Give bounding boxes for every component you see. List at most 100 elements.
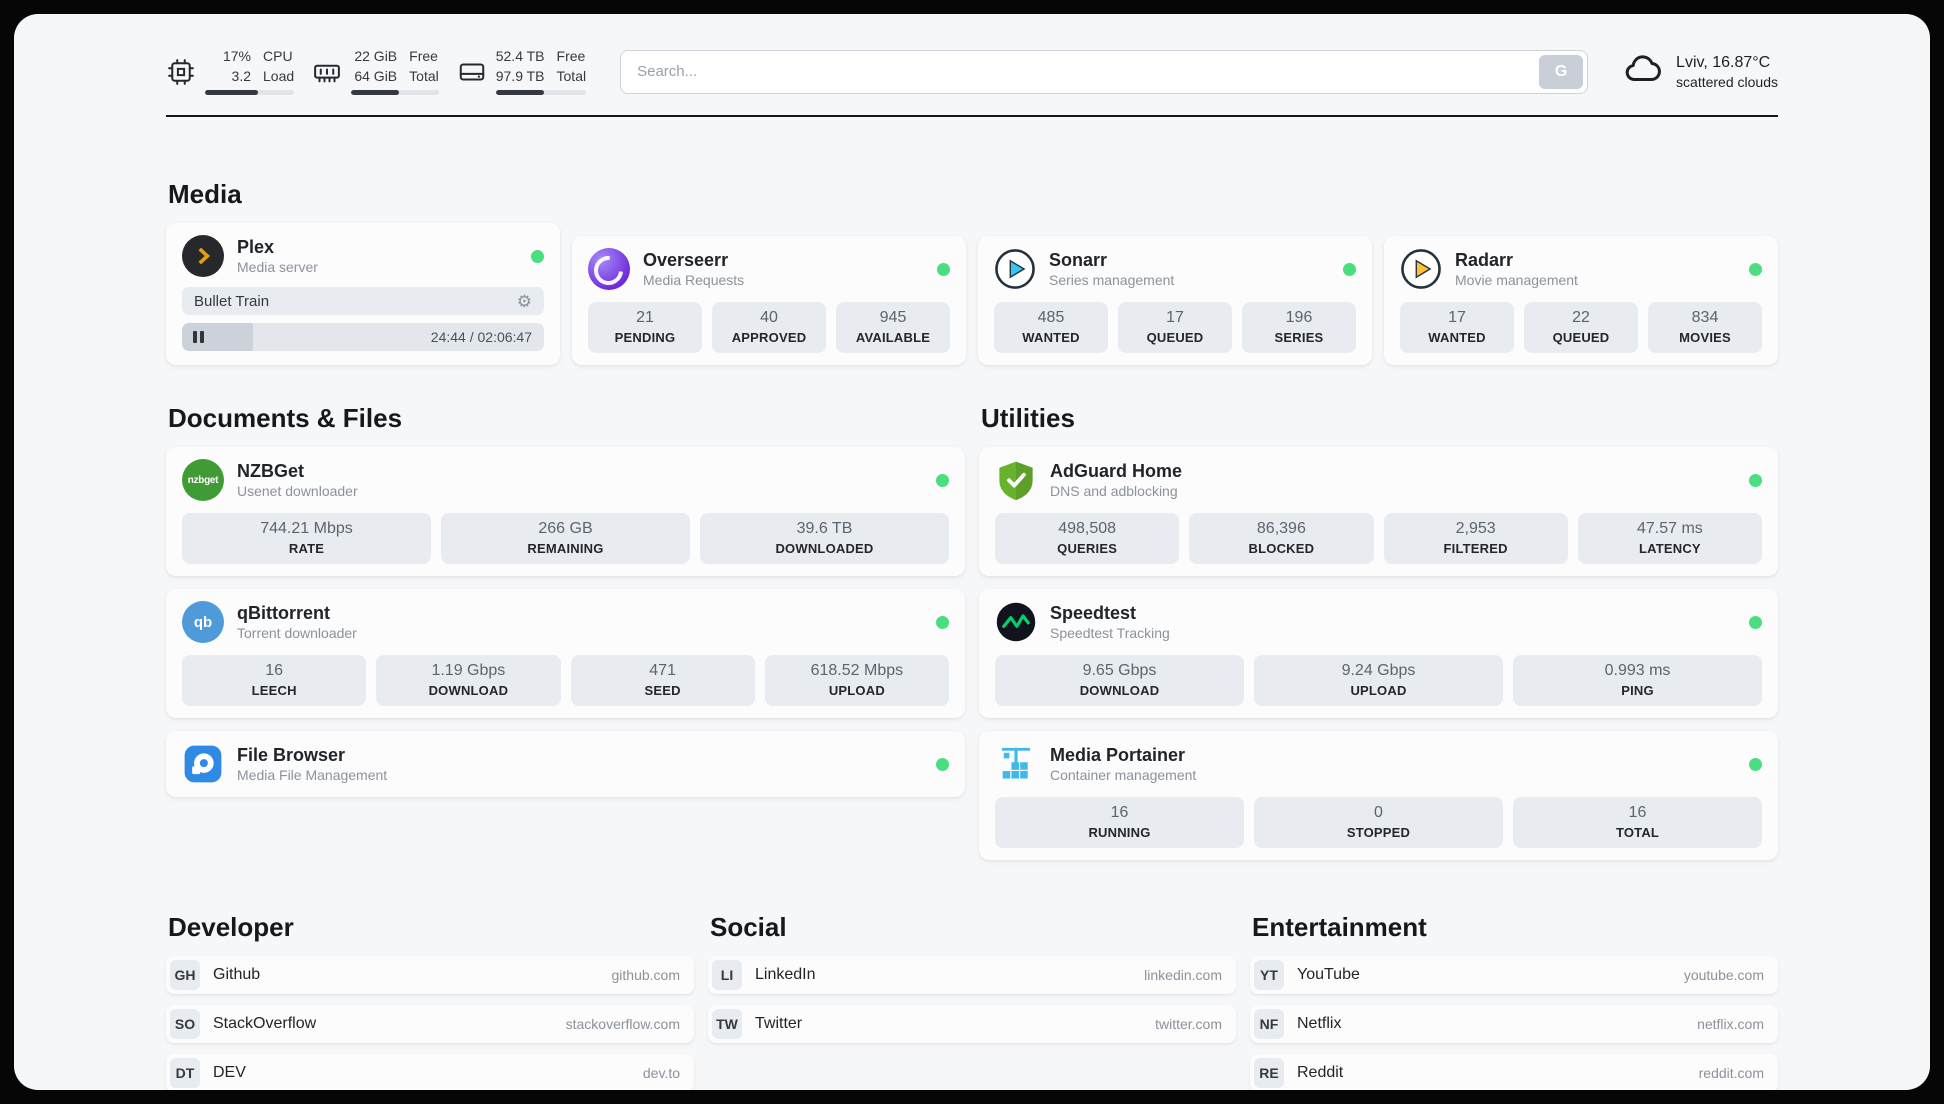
section-title-utilities: Utilities — [981, 403, 1075, 433]
bookmark-url: reddit.com — [1698, 1065, 1764, 1081]
disk-free-label: Free — [556, 48, 586, 64]
disk-stat: 52.4 TB 97.9 TB Free Total — [457, 48, 587, 95]
stat-label: RATE — [288, 541, 325, 556]
ram-total-label: Total — [409, 67, 439, 84]
bookmark-url: youtube.com — [1683, 967, 1764, 983]
cpu-label: CPU — [263, 48, 293, 64]
stat-tile: 9.65 Gbps DOWNLOAD — [995, 655, 1244, 706]
stat-tile: 22 QUEUED — [1524, 302, 1638, 353]
status-dot — [1343, 262, 1356, 276]
stat-label: WANTED — [1022, 330, 1080, 345]
stat-label: TOTAL — [1615, 825, 1660, 840]
disk-usage-bar — [495, 90, 587, 95]
overseerr-card[interactable]: Overseerr Media Requests 21 PENDING 40 A… — [572, 236, 966, 365]
bookmark-stackoverflow[interactable]: SO StackOverflow stackoverflow.com — [166, 1005, 694, 1043]
hard-drive-icon — [457, 57, 487, 87]
stat-label: DOWNLOAD — [1079, 683, 1160, 698]
stat-tile: 2,953 FILTERED — [1383, 513, 1568, 564]
stat-value: 471 — [649, 662, 676, 679]
bookmark-name: StackOverflow — [213, 1015, 317, 1032]
weather-condition: scattered clouds — [1676, 73, 1778, 90]
stat-tile: 485 WANTED — [994, 302, 1108, 353]
bookmark-reddit[interactable]: RE Reddit reddit.com — [1250, 1054, 1778, 1090]
status-dot — [531, 249, 544, 263]
pause-icon[interactable] — [193, 331, 204, 343]
system-stats: 17% 3.2 CPU Load — [166, 48, 587, 95]
status-dot — [936, 757, 949, 771]
stat-label: FILTERED — [1443, 541, 1508, 556]
qbittorrent-card[interactable]: qb qBittorrent Torrent downloader 16 LEE… — [166, 589, 965, 718]
bookmark-abbr: DT — [170, 1058, 200, 1088]
bookmark-dev[interactable]: DT DEV dev.to — [166, 1054, 694, 1090]
bookmark-netflix[interactable]: NF Netflix netflix.com — [1250, 1005, 1778, 1043]
stat-tile: 0.993 ms PING — [1513, 655, 1762, 706]
weather-widget[interactable]: Lviv, 16.87°C scattered clouds — [1622, 48, 1778, 95]
stat-value: 834 — [1691, 309, 1719, 326]
cloud-icon — [1622, 48, 1664, 95]
status-dot — [1749, 757, 1762, 771]
ram-total-value: 64 GiB — [354, 67, 398, 84]
radarr-card[interactable]: Radarr Movie management 17 WANTED 22 QUE… — [1384, 236, 1778, 365]
search-engine-button[interactable]: G — [1539, 54, 1584, 89]
plex-card[interactable]: Plex Media server Bullet Train ⚙ 24:44 /… — [166, 223, 560, 365]
stat-tile: 471 SEED — [570, 655, 755, 706]
entertainment-section: Entertainment YT YouTube youtube.com NF … — [1250, 912, 1778, 1090]
stat-value: 0.993 ms — [1604, 662, 1671, 679]
bookmark-twitter[interactable]: TW Twitter twitter.com — [708, 1005, 1236, 1043]
stat-label: SEED — [644, 683, 681, 698]
cpu-load-label: Load — [263, 67, 295, 84]
section-title-media: Media — [168, 179, 242, 209]
search-input[interactable] — [620, 49, 1589, 94]
stat-label: LATENCY — [1638, 541, 1701, 556]
portainer-card[interactable]: Media Portainer Container management 16 … — [979, 731, 1778, 860]
disk-total-label: Total — [556, 67, 587, 84]
adguard-card[interactable]: AdGuard Home DNS and adblocking 498,508 … — [979, 447, 1778, 576]
bookmark-url: twitter.com — [1155, 1016, 1222, 1032]
bookmark-url: linkedin.com — [1144, 967, 1222, 983]
speedtest-card[interactable]: Speedtest Speedtest Tracking 9.65 Gbps D… — [979, 589, 1778, 718]
gear-icon[interactable]: ⚙ — [516, 291, 532, 311]
app-subtitle: Movie management — [1455, 272, 1578, 289]
nzbget-card[interactable]: nzbget NZBGet Usenet downloader 744.21 M… — [166, 447, 965, 576]
status-dot — [1749, 615, 1762, 629]
app-name: qBittorrent — [237, 602, 330, 623]
stat-label: UPLOAD — [1350, 683, 1407, 698]
stat-label: STOPPED — [1346, 825, 1411, 840]
status-dot — [1749, 473, 1762, 487]
radarr-icon — [1400, 248, 1442, 290]
stat-label: MOVIES — [1679, 330, 1731, 345]
disk-free-value: 52.4 TB — [495, 48, 545, 64]
stat-tile: 834 MOVIES — [1648, 302, 1762, 353]
sonarr-card[interactable]: Sonarr Series management 485 WANTED 17 Q… — [978, 236, 1372, 365]
stat-label: APPROVED — [731, 330, 807, 345]
bookmark-github[interactable]: GH Github github.com — [166, 956, 694, 994]
stat-label: DOWNLOADED — [775, 541, 874, 556]
app-name: NZBGet — [237, 460, 304, 481]
playback-progress-bar[interactable]: 24:44 / 02:06:47 — [182, 323, 544, 351]
app-name: Media Portainer — [1050, 744, 1186, 765]
filebrowser-card[interactable]: File Browser Media File Management — [166, 731, 965, 797]
stat-value: 40 — [760, 309, 778, 326]
stat-value: 86,396 — [1256, 520, 1306, 537]
stat-tile: 266 GB REMAINING — [441, 513, 690, 564]
bookmark-name: Reddit — [1297, 1064, 1344, 1081]
top-bar: 17% 3.2 CPU Load — [166, 48, 1778, 95]
stat-tile: 17 WANTED — [1400, 302, 1514, 353]
app-name: File Browser — [237, 744, 346, 765]
stat-label: REMAINING — [527, 541, 604, 556]
stat-label: WANTED — [1428, 330, 1486, 345]
speedtest-icon — [995, 601, 1037, 643]
stat-label: BLOCKED — [1248, 541, 1315, 556]
stat-label: PENDING — [614, 330, 676, 345]
app-subtitle: DNS and adblocking — [1050, 483, 1178, 500]
bookmark-name: Netflix — [1297, 1015, 1342, 1032]
stat-value: 744.21 Mbps — [260, 520, 353, 537]
bookmark-linkedin[interactable]: LI LinkedIn linkedin.com — [708, 956, 1236, 994]
stat-value: 22 — [1572, 309, 1590, 326]
ram-icon — [312, 57, 342, 87]
stat-value: 47.57 ms — [1636, 520, 1703, 537]
bookmark-youtube[interactable]: YT YouTube youtube.com — [1250, 956, 1778, 994]
stat-label: SERIES — [1274, 330, 1324, 345]
bookmark-name: DEV — [213, 1064, 246, 1081]
bookmark-url: dev.to — [642, 1065, 680, 1081]
